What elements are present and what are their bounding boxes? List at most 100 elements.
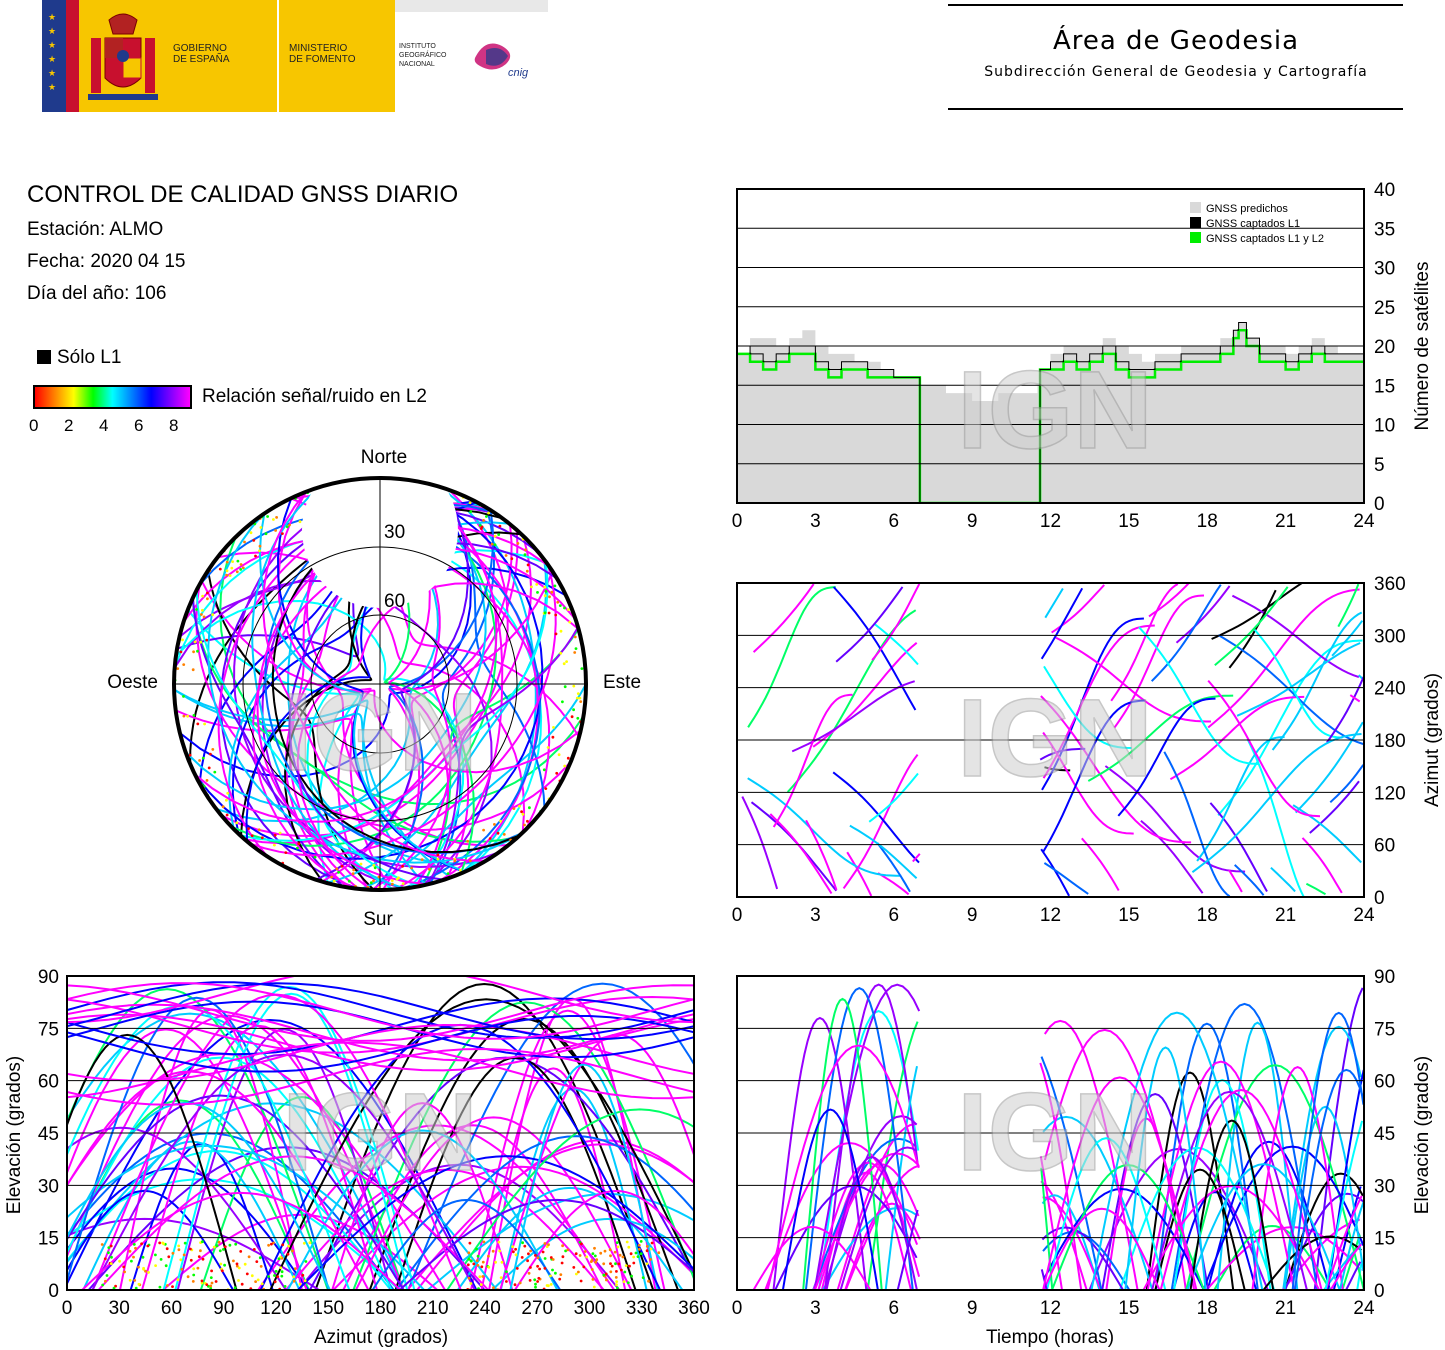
low-snr-point bbox=[578, 1254, 582, 1257]
low-snr-point bbox=[436, 857, 440, 861]
satellite-track bbox=[1151, 1090, 1308, 1290]
x-tick-label: 180 bbox=[365, 1298, 397, 1319]
low-snr-point bbox=[638, 1247, 641, 1251]
satellite-track bbox=[1044, 587, 1064, 619]
station-label: Estación: ALMO bbox=[27, 219, 164, 240]
low-snr-point bbox=[568, 620, 572, 624]
satellite-track bbox=[1213, 1224, 1331, 1290]
l1-series-line bbox=[737, 321, 1364, 503]
low-snr-point bbox=[639, 1252, 643, 1256]
low-snr-point bbox=[210, 1269, 214, 1273]
y-tick-label: 0 bbox=[1374, 494, 1385, 515]
snr-tick: 6 bbox=[134, 416, 144, 435]
low-snr-point bbox=[494, 1260, 497, 1264]
satellite-track bbox=[1042, 1196, 1102, 1290]
satellite-track bbox=[1169, 695, 1305, 781]
x-tick-label: 6 bbox=[888, 905, 899, 926]
y-tick-label: 300 bbox=[1374, 626, 1406, 647]
satellite-track bbox=[67, 1101, 331, 1290]
satellite-track bbox=[1345, 1261, 1362, 1290]
low-snr-point bbox=[436, 853, 440, 857]
low-snr-point bbox=[563, 764, 567, 768]
satellite-track bbox=[1326, 1069, 1364, 1290]
low-snr-point bbox=[523, 553, 527, 557]
area-title: Área de Geodesia bbox=[1052, 26, 1300, 56]
watermark: IGN bbox=[957, 677, 1153, 800]
low-snr-point bbox=[482, 519, 485, 522]
low-snr-point bbox=[201, 756, 205, 760]
low-snr-point bbox=[293, 1267, 297, 1270]
satellite-track bbox=[67, 1033, 238, 1290]
satellite-track bbox=[195, 584, 572, 832]
low-snr-point bbox=[453, 859, 457, 863]
x-tick-label: 330 bbox=[626, 1298, 658, 1319]
low-snr-point bbox=[258, 1256, 262, 1260]
satellite-track bbox=[67, 1012, 405, 1290]
satellite-track bbox=[174, 992, 409, 1290]
satellite-track bbox=[251, 546, 577, 890]
low-snr-point bbox=[137, 1265, 140, 1269]
low-snr-point bbox=[577, 1270, 580, 1274]
low-snr-point bbox=[410, 866, 413, 870]
low-snr-point bbox=[579, 1279, 583, 1283]
low-snr-point bbox=[536, 1280, 539, 1283]
low-snr-point bbox=[273, 833, 277, 837]
low-snr-point bbox=[193, 640, 197, 644]
low-snr-point bbox=[513, 1283, 517, 1287]
satellite-track bbox=[1041, 1226, 1124, 1290]
low-snr-point bbox=[536, 591, 539, 594]
low-snr-point bbox=[144, 1269, 147, 1273]
satellite-track bbox=[514, 1189, 694, 1290]
low-snr-point bbox=[390, 879, 394, 882]
watermark: IGN bbox=[957, 349, 1153, 472]
low-snr-point bbox=[218, 567, 222, 571]
low-snr-point bbox=[304, 1260, 308, 1263]
low-snr-point bbox=[267, 1275, 270, 1278]
low-snr-point bbox=[391, 882, 394, 886]
satellite-track bbox=[162, 985, 416, 1290]
y-tick-label: 25 bbox=[1374, 298, 1395, 319]
low-snr-point bbox=[245, 1272, 249, 1276]
low-snr-point bbox=[520, 1256, 524, 1259]
y-tick-label: 0 bbox=[1374, 888, 1385, 909]
low-snr-point bbox=[553, 584, 557, 588]
low-snr-point bbox=[625, 1240, 629, 1244]
low-snr-point bbox=[128, 1278, 132, 1282]
low-snr-point bbox=[478, 1275, 482, 1279]
low-snr-point bbox=[297, 842, 301, 846]
y-tick-label: 35 bbox=[1374, 219, 1395, 240]
low-snr-point bbox=[134, 1246, 137, 1250]
low-snr-point bbox=[575, 696, 579, 700]
low-snr-point bbox=[534, 1282, 537, 1286]
low-snr-point bbox=[613, 1250, 617, 1254]
low-snr-point bbox=[281, 532, 284, 535]
low-snr-point bbox=[110, 1255, 113, 1259]
satellite-track bbox=[868, 772, 919, 823]
azimuth-time-y-ticks: 0 60 120 180 240 300 360 bbox=[1374, 574, 1406, 909]
x-tick-label: 24 bbox=[1353, 511, 1375, 532]
satellite-track bbox=[1349, 694, 1361, 703]
low-snr-point bbox=[210, 1281, 214, 1285]
y-tick-label: 30 bbox=[1374, 259, 1395, 280]
low-snr-point bbox=[510, 557, 514, 561]
low-snr-point bbox=[491, 1249, 495, 1253]
low-snr-point bbox=[199, 640, 203, 644]
low-snr-point bbox=[287, 1244, 290, 1248]
low-snr-point bbox=[487, 1265, 491, 1269]
low-snr-point bbox=[609, 1254, 612, 1258]
low-snr-point bbox=[543, 1242, 547, 1245]
low-snr-point bbox=[479, 1283, 483, 1286]
satellite-track bbox=[1150, 584, 1222, 682]
low-snr-point bbox=[609, 1262, 612, 1265]
satellite-track bbox=[832, 771, 920, 864]
low-snr-point bbox=[543, 585, 547, 589]
snr-colorbar bbox=[33, 385, 192, 409]
low-snr-point bbox=[498, 1249, 502, 1253]
x-tick-label: 15 bbox=[1118, 511, 1139, 532]
low-snr-point bbox=[614, 1276, 618, 1279]
low-snr-point bbox=[475, 1259, 479, 1262]
satellite-track bbox=[269, 998, 694, 1290]
satellite-track bbox=[1341, 1234, 1361, 1290]
low-snr-point bbox=[114, 1284, 117, 1288]
low-snr-point bbox=[480, 525, 484, 529]
